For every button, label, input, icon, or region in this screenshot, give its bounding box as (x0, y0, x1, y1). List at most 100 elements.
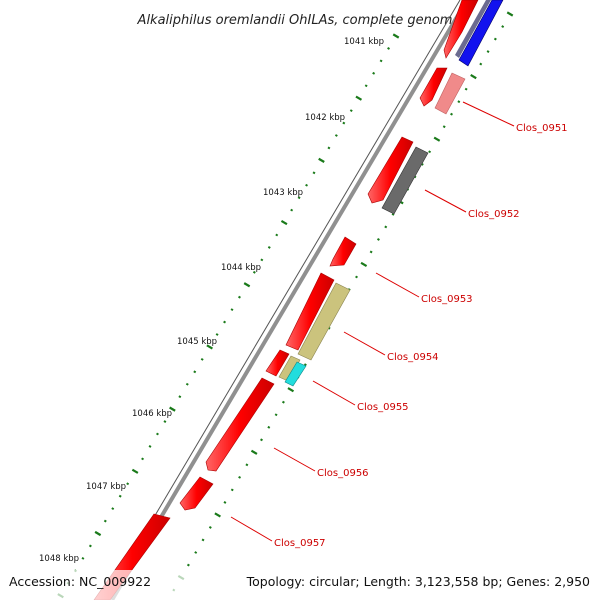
cds-arrow (419, 67, 448, 107)
minor-tick (230, 488, 234, 492)
accession-text: Accession: NC_009922 (9, 574, 151, 589)
ruler-labels: 1041 kbp 1042 kbp 1043 kbp 1044 kbp 1045… (39, 37, 384, 564)
minor-tick (238, 295, 241, 299)
cog-block-blue-dark (455, 0, 491, 58)
minor-tick (376, 237, 380, 241)
minor-tick (267, 425, 271, 429)
minor-tick (349, 109, 353, 113)
ruler-label: 1048 kbp (39, 554, 79, 564)
minor-tick (148, 445, 152, 448)
minor-tick (260, 438, 263, 442)
gene-label: Clos_0952 (468, 209, 520, 220)
minor-tick (215, 333, 219, 336)
minor-tick (185, 382, 189, 386)
minor-tick (369, 250, 373, 254)
cog-block-gray (381, 146, 429, 215)
ruler-label: 1042 kbp (305, 113, 345, 123)
minor-tick (379, 59, 383, 63)
genome-summary-text: Topology: circular; Length: 3,123,558 bp… (246, 574, 590, 589)
minor-tick (290, 208, 294, 212)
minor-tick (118, 494, 122, 498)
cds-arrow (443, 0, 479, 59)
minor-tick (201, 538, 205, 542)
cog-block-olive (297, 282, 351, 361)
major-tick (318, 157, 325, 163)
ruler-label: 1044 kbp (221, 263, 261, 273)
minor-tick (479, 62, 483, 66)
major-tick (131, 468, 139, 474)
minor-tick (387, 47, 391, 50)
minor-tick (193, 370, 197, 374)
ruler-label: 1045 kbp (177, 337, 217, 347)
minor-tick (238, 475, 242, 479)
major-tick (355, 95, 363, 101)
cds-arrow (205, 377, 275, 472)
minor-tick (274, 413, 278, 417)
ruler-label: 1046 kbp (132, 409, 172, 419)
minor-tick (486, 50, 490, 53)
minor-tick (223, 320, 227, 324)
major-tick (433, 136, 441, 142)
cds-arrow (367, 136, 414, 204)
minor-tick (103, 519, 107, 523)
major-tick (214, 512, 221, 518)
minor-tick (208, 526, 212, 529)
gene-labels: Clos_0951 Clos_0952 Clos_0953 Clos_0954 … (274, 123, 568, 549)
cog-track (278, 0, 504, 387)
major-tick (206, 344, 213, 350)
minor-tick (186, 563, 190, 567)
cds-arrow (329, 236, 357, 267)
major-tick (506, 11, 514, 17)
cog-block-blue (458, 0, 504, 67)
ruler-label: 1047 kbp (86, 482, 126, 492)
cog-block-pink (434, 72, 466, 115)
minor-tick (275, 233, 279, 237)
major-tick (360, 261, 368, 268)
major-tick (280, 219, 288, 226)
minor-tick (141, 457, 145, 461)
minor-tick (223, 500, 227, 504)
minor-tick (384, 225, 388, 229)
minor-tick (334, 134, 338, 137)
major-tick (470, 74, 477, 80)
minor-tick (281, 400, 285, 404)
gene-label: Clos_0955 (357, 402, 409, 413)
minor-tick (428, 150, 432, 154)
ruler-label: 1041 kbp (344, 37, 384, 47)
minor-tick (260, 258, 264, 262)
minor-tick (297, 196, 301, 200)
minor-tick (194, 551, 198, 554)
major-tick (250, 449, 258, 455)
cog-block-cyan (284, 361, 307, 387)
minor-tick (464, 87, 468, 91)
minor-tick (111, 507, 115, 511)
minor-tick (305, 183, 309, 187)
minor-tick (391, 212, 395, 216)
major-tick (94, 530, 102, 537)
cds-arrow (265, 349, 290, 377)
backbone (104, 0, 469, 600)
minor-tick (372, 71, 376, 75)
minor-tick (267, 246, 271, 249)
gene-label: Clos_0957 (274, 538, 326, 549)
minor-tick (364, 84, 368, 88)
cds-arrow (179, 476, 214, 511)
minor-tick (252, 270, 256, 274)
gene-label: Clos_0956 (317, 468, 369, 479)
major-tick (287, 387, 295, 393)
major-tick (243, 282, 251, 288)
minor-tick (163, 420, 167, 423)
map-title: Alkaliphilus oremlandii OhILAs, complete… (137, 13, 461, 28)
cds-arrow (285, 272, 335, 351)
minor-tick (230, 308, 234, 312)
minor-tick (312, 171, 316, 175)
gene-label: Clos_0951 (516, 123, 568, 134)
minor-tick (450, 112, 453, 116)
minor-tick (442, 125, 446, 129)
minor-tick (178, 395, 182, 399)
minor-tick (457, 100, 461, 104)
minor-tick (355, 275, 358, 279)
minor-tick (81, 556, 85, 560)
minor-tick (342, 121, 346, 125)
